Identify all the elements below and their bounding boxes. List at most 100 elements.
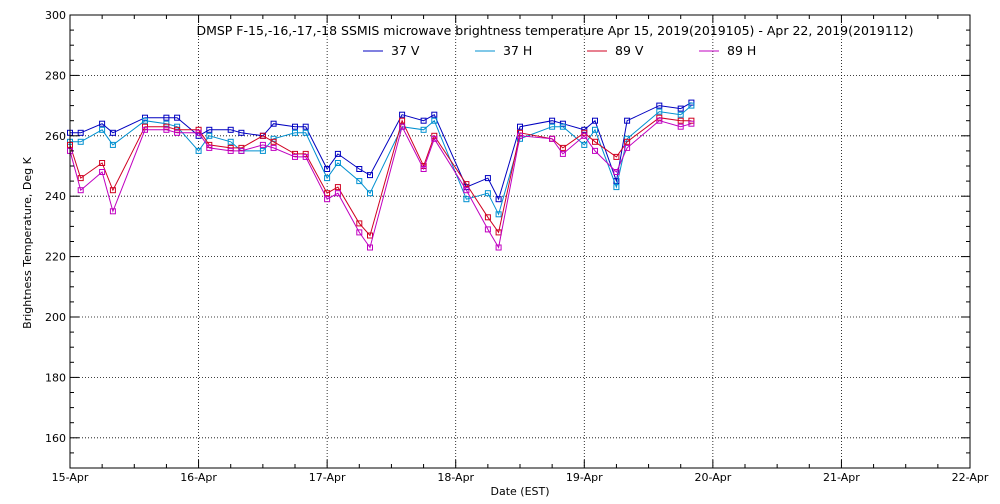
chart-title: DMSP F-15,-16,-17,-18 SSMIS microwave br… (196, 23, 913, 38)
y-tick-label: 260 (45, 130, 66, 143)
data-point (367, 232, 373, 239)
data-point (174, 123, 181, 130)
data-point (463, 196, 470, 203)
x-tick-label: 21-Apr (823, 471, 860, 484)
data-point (77, 175, 84, 182)
data-point (677, 111, 684, 118)
data-point (77, 187, 84, 194)
data-point (677, 123, 684, 130)
data-point (259, 147, 266, 154)
data-point (613, 153, 620, 160)
x-tick-label: 17-Apr (309, 471, 346, 484)
data-point (356, 178, 363, 185)
legend-label: 37 H (503, 43, 532, 58)
data-point (420, 117, 427, 124)
data-point (431, 117, 438, 124)
data-point (142, 117, 148, 124)
data-point (624, 117, 631, 124)
data-point (592, 117, 598, 124)
data-point (399, 117, 406, 124)
series-line (69, 117, 692, 237)
data-point (109, 187, 116, 194)
data-point (302, 123, 309, 130)
data-point (270, 120, 277, 127)
data-point (174, 114, 181, 121)
data-point (559, 150, 566, 157)
data-point (206, 144, 213, 151)
data-point (334, 160, 341, 166)
data-point (334, 190, 341, 197)
data-point (399, 123, 406, 130)
data-point (238, 147, 245, 154)
legend-label: 37 V (391, 43, 420, 58)
data-point (581, 141, 588, 148)
data-point (356, 166, 363, 172)
data-point (77, 138, 84, 145)
data-point (292, 153, 298, 160)
data-point (420, 166, 427, 172)
data-point (227, 126, 234, 133)
data-point (592, 147, 598, 154)
data-point (495, 211, 502, 218)
data-point (517, 132, 523, 139)
data-point (324, 166, 331, 172)
data-point (592, 126, 598, 133)
data-point (356, 220, 363, 227)
data-point (549, 117, 556, 124)
series-layer (67, 99, 695, 251)
data-point (259, 141, 266, 148)
data-point (399, 111, 406, 118)
tick-layer: 15-Apr 16-Apr 17-Apr 18-Apr 19-Apr 20-Apr 21-A… (45, 9, 989, 484)
data-point (324, 175, 331, 182)
data-point (559, 123, 566, 130)
data-point (163, 114, 170, 121)
data-point (109, 129, 116, 136)
axis-labels: Date (EST) Brightness Temperature, Deg K (21, 156, 550, 498)
data-point (484, 175, 491, 182)
data-point (592, 138, 598, 145)
data-point (334, 184, 341, 191)
legend-label: 89 H (727, 43, 756, 58)
data-point (302, 153, 309, 160)
data-point (431, 135, 438, 142)
legend-item: 37 H (475, 43, 532, 58)
series-group (67, 117, 695, 251)
data-point (677, 105, 684, 112)
data-point (99, 120, 106, 127)
data-point (195, 147, 202, 154)
data-point (517, 123, 523, 130)
x-tick-label: 22-Apr (952, 471, 989, 484)
data-point (206, 126, 213, 133)
data-point (259, 132, 266, 139)
series-line (70, 102, 692, 201)
data-point (624, 138, 631, 145)
plot-frame (69, 14, 971, 469)
data-point (549, 135, 556, 142)
series-line (69, 120, 692, 249)
data-point (270, 138, 277, 145)
data-point (206, 132, 213, 139)
data-point (688, 102, 695, 109)
y-tick-label: 300 (45, 9, 66, 22)
y-tick-label: 280 (45, 69, 66, 82)
data-point (624, 144, 631, 151)
y-tick-label: 200 (45, 311, 66, 324)
data-point (367, 244, 373, 251)
data-point (463, 181, 470, 188)
data-point (142, 123, 148, 130)
data-point (367, 172, 373, 179)
grid-layer (70, 15, 970, 468)
series-line (70, 105, 692, 216)
data-point (495, 244, 502, 251)
data-point (484, 214, 491, 221)
data-point (463, 187, 470, 194)
y-tick-label: 240 (45, 190, 66, 203)
series-group (67, 102, 695, 218)
y-tick-label: 160 (45, 432, 66, 445)
y-tick-label: 180 (45, 371, 66, 384)
data-point (613, 184, 620, 191)
data-point (109, 141, 116, 148)
data-point (99, 160, 106, 166)
